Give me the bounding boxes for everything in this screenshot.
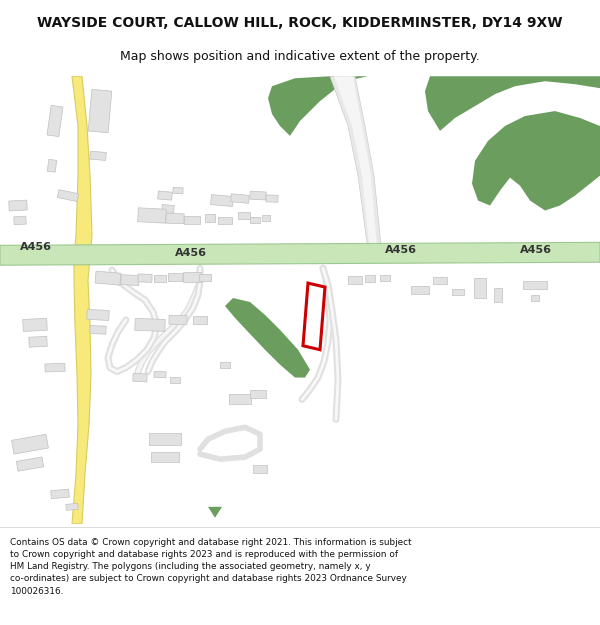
Polygon shape xyxy=(348,276,362,284)
Text: A456: A456 xyxy=(175,248,207,258)
Polygon shape xyxy=(531,294,539,301)
Polygon shape xyxy=(238,212,250,219)
Text: A456: A456 xyxy=(385,245,417,255)
Polygon shape xyxy=(208,507,222,518)
Polygon shape xyxy=(89,151,106,161)
Polygon shape xyxy=(250,191,266,200)
Polygon shape xyxy=(218,217,232,224)
Polygon shape xyxy=(170,377,180,382)
Polygon shape xyxy=(173,188,183,194)
Polygon shape xyxy=(220,362,230,368)
Polygon shape xyxy=(268,76,368,136)
Polygon shape xyxy=(411,286,429,294)
Polygon shape xyxy=(29,336,47,348)
Polygon shape xyxy=(137,208,166,223)
Polygon shape xyxy=(16,457,44,471)
Polygon shape xyxy=(205,214,215,222)
Polygon shape xyxy=(523,281,547,289)
Text: A456: A456 xyxy=(20,242,52,252)
Polygon shape xyxy=(158,191,172,200)
Polygon shape xyxy=(365,274,375,282)
Polygon shape xyxy=(229,394,251,404)
Polygon shape xyxy=(95,271,121,285)
Polygon shape xyxy=(45,363,65,372)
Polygon shape xyxy=(9,200,27,211)
Polygon shape xyxy=(90,326,106,334)
Polygon shape xyxy=(23,318,47,331)
Polygon shape xyxy=(250,391,266,399)
Polygon shape xyxy=(230,194,250,203)
Polygon shape xyxy=(14,216,26,225)
Polygon shape xyxy=(334,76,378,258)
Polygon shape xyxy=(121,274,139,286)
Polygon shape xyxy=(474,278,486,298)
Polygon shape xyxy=(184,216,200,224)
Polygon shape xyxy=(169,315,187,324)
Polygon shape xyxy=(135,318,165,331)
Polygon shape xyxy=(166,213,184,224)
Polygon shape xyxy=(47,106,63,137)
Polygon shape xyxy=(250,217,260,223)
Polygon shape xyxy=(87,309,109,321)
Polygon shape xyxy=(168,273,182,281)
Polygon shape xyxy=(58,189,79,201)
Text: Map shows position and indicative extent of the property.: Map shows position and indicative extent… xyxy=(120,50,480,63)
Polygon shape xyxy=(154,371,166,378)
Polygon shape xyxy=(425,76,600,131)
Polygon shape xyxy=(330,76,382,259)
Polygon shape xyxy=(262,216,270,221)
Polygon shape xyxy=(133,373,147,382)
Polygon shape xyxy=(11,434,49,454)
Polygon shape xyxy=(452,289,464,295)
Polygon shape xyxy=(72,76,92,524)
Polygon shape xyxy=(253,465,267,473)
Polygon shape xyxy=(380,275,390,281)
Polygon shape xyxy=(183,272,201,282)
Polygon shape xyxy=(151,452,179,462)
Polygon shape xyxy=(47,159,57,172)
Polygon shape xyxy=(138,274,152,282)
Text: Contains OS data © Crown copyright and database right 2021. This information is : Contains OS data © Crown copyright and d… xyxy=(10,538,412,596)
Polygon shape xyxy=(225,298,310,378)
Polygon shape xyxy=(472,111,600,211)
Polygon shape xyxy=(66,503,78,511)
Polygon shape xyxy=(433,277,447,284)
Polygon shape xyxy=(162,204,174,212)
Polygon shape xyxy=(494,288,502,302)
Polygon shape xyxy=(88,89,112,132)
Polygon shape xyxy=(149,433,181,445)
Polygon shape xyxy=(50,489,70,499)
Polygon shape xyxy=(193,316,207,324)
Text: A456: A456 xyxy=(520,245,552,255)
Polygon shape xyxy=(0,242,600,265)
Text: WAYSIDE COURT, CALLOW HILL, ROCK, KIDDERMINSTER, DY14 9XW: WAYSIDE COURT, CALLOW HILL, ROCK, KIDDER… xyxy=(37,16,563,30)
Polygon shape xyxy=(199,274,211,281)
Polygon shape xyxy=(266,195,278,202)
Polygon shape xyxy=(211,194,233,206)
Polygon shape xyxy=(154,274,166,282)
